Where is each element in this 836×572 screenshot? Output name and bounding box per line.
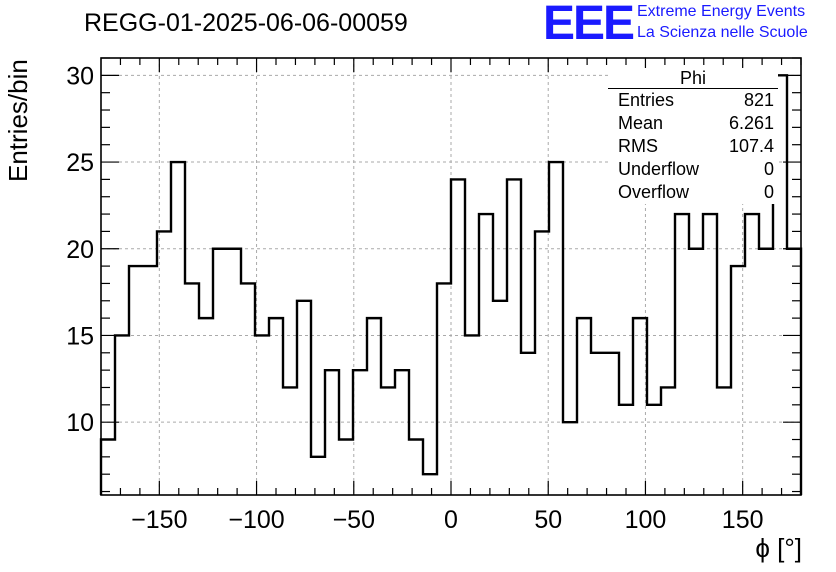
stats-label: Overflow xyxy=(618,182,690,202)
plot-title: REGG-01-2025-06-06-00059 xyxy=(84,9,408,37)
y-axis-label: Entries/bin xyxy=(3,59,33,182)
y-tick-label: 25 xyxy=(66,149,94,177)
eee-logo: EEE xyxy=(543,0,635,50)
y-tick-label: 15 xyxy=(66,322,94,350)
stats-row-mean: Mean 6.261 xyxy=(608,112,778,135)
y-tick-label: 20 xyxy=(66,236,94,264)
stats-value: 821 xyxy=(743,90,774,110)
stats-value: 0 xyxy=(763,182,774,202)
x-tick-label: 0 xyxy=(444,506,458,534)
x-tick-label: 100 xyxy=(625,506,667,534)
axis-tick-labels: −150 −100 −50 0 50 100 150 10 15 20 25 30 xyxy=(66,62,763,534)
stats-value: 107.4 xyxy=(728,136,774,156)
x-tick-label: −100 xyxy=(228,506,284,534)
stats-row-overflow: Overflow 0 xyxy=(608,181,778,204)
x-tick-label: −50 xyxy=(333,506,375,534)
stats-value: 6.261 xyxy=(728,113,774,133)
stats-label: RMS xyxy=(618,136,658,156)
x-axis-label: ϕ [°] xyxy=(755,533,802,563)
stats-label: Mean xyxy=(618,113,664,133)
stats-row-underflow: Underflow 0 xyxy=(608,158,778,181)
y-tick-label: 10 xyxy=(66,409,94,437)
y-tick-label: 30 xyxy=(66,62,94,90)
stats-label: Entries xyxy=(618,90,675,110)
stats-box: Phi Entries 821 Mean 6.261 RMS 107.4 Und… xyxy=(608,68,778,204)
logo-subtitle-2: La Scienza nelle Scuole xyxy=(637,24,808,41)
logo-subtitle-1: Extreme Energy Events xyxy=(637,3,806,20)
x-tick-label: 150 xyxy=(722,506,764,534)
stats-title: Phi xyxy=(608,68,778,89)
stats-row-rms: RMS 107.4 xyxy=(608,135,778,158)
x-tick-label: 50 xyxy=(534,506,562,534)
stats-label: Underflow xyxy=(618,159,700,179)
histogram-step-line xyxy=(99,74,803,495)
stats-value: 0 xyxy=(763,159,774,179)
x-tick-label: −150 xyxy=(131,506,187,534)
stats-row-entries: Entries 821 xyxy=(608,89,778,112)
axis-ticks xyxy=(101,57,802,495)
